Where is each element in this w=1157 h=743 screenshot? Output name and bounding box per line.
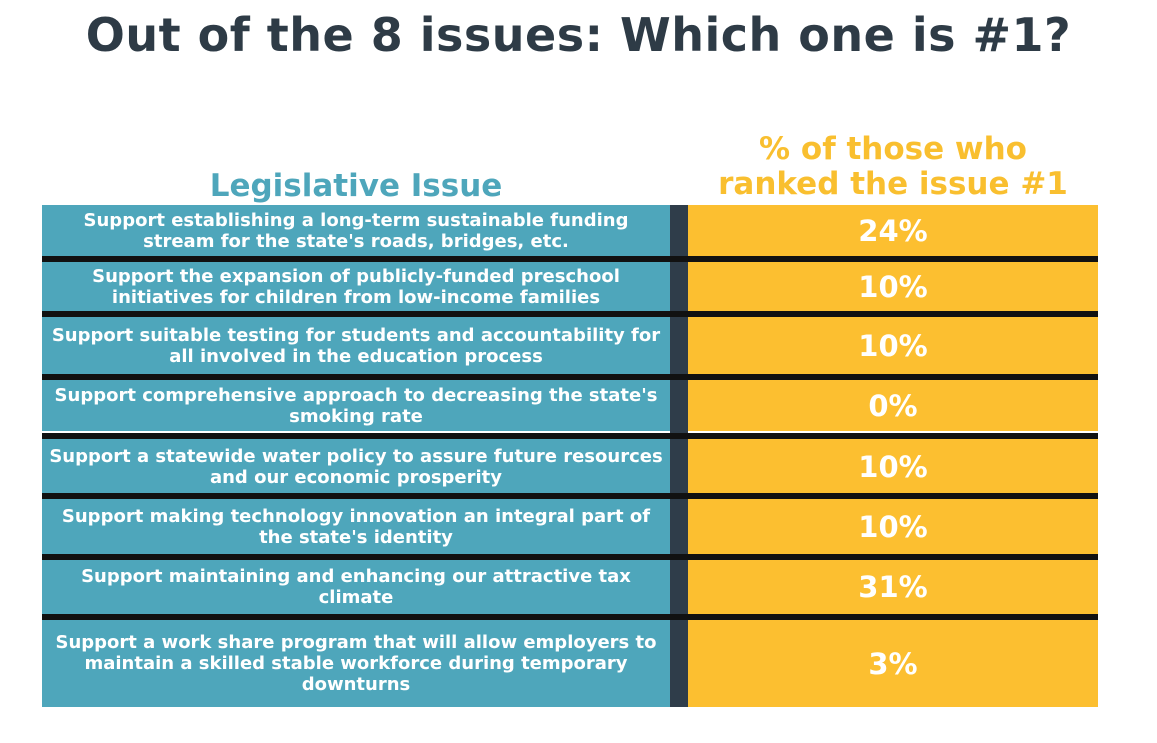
issue-cell: Support comprehensive approach to decrea… <box>42 380 670 431</box>
percent-cell: 0% <box>688 380 1098 431</box>
column-header-percent: % of those who ranked the issue #1 <box>688 132 1098 202</box>
row-separator <box>42 311 1098 317</box>
row-separator <box>42 433 1098 439</box>
column-header-issue: Legislative Issue <box>209 168 503 204</box>
row-separator <box>42 614 1098 620</box>
issue-cell: Support the expansion of publicly-funded… <box>42 262 670 311</box>
row-separator <box>42 554 1098 560</box>
issue-cell: Support maintaining and enhancing our at… <box>42 560 670 614</box>
percent-cell: 10% <box>688 317 1098 375</box>
row-separator <box>42 493 1098 499</box>
issue-cell: Support establishing a long-term sustain… <box>42 205 670 257</box>
issue-cell: Support making technology innovation an … <box>42 499 670 555</box>
percent-cell: 24% <box>688 205 1098 257</box>
column-header-percent-line-2: ranked the issue #1 <box>718 166 1068 202</box>
percent-cell: 31% <box>688 560 1098 614</box>
issue-cell: Support a statewide water policy to assu… <box>42 439 670 494</box>
percent-cell: 3% <box>688 620 1098 707</box>
issue-cell: Support a work share program that will a… <box>42 620 670 707</box>
percent-cell: 10% <box>688 439 1098 494</box>
column-divider <box>670 205 688 707</box>
issue-cell: Support suitable testing for students an… <box>42 317 670 375</box>
chart-title: Out of the 8 issues: Which one is #1? <box>85 8 1072 62</box>
percent-cell: 10% <box>688 262 1098 311</box>
row-separator <box>42 374 1098 380</box>
column-header-percent-line-1: % of those who <box>759 131 1027 167</box>
row-separator <box>42 256 1098 262</box>
percent-cell: 10% <box>688 499 1098 555</box>
